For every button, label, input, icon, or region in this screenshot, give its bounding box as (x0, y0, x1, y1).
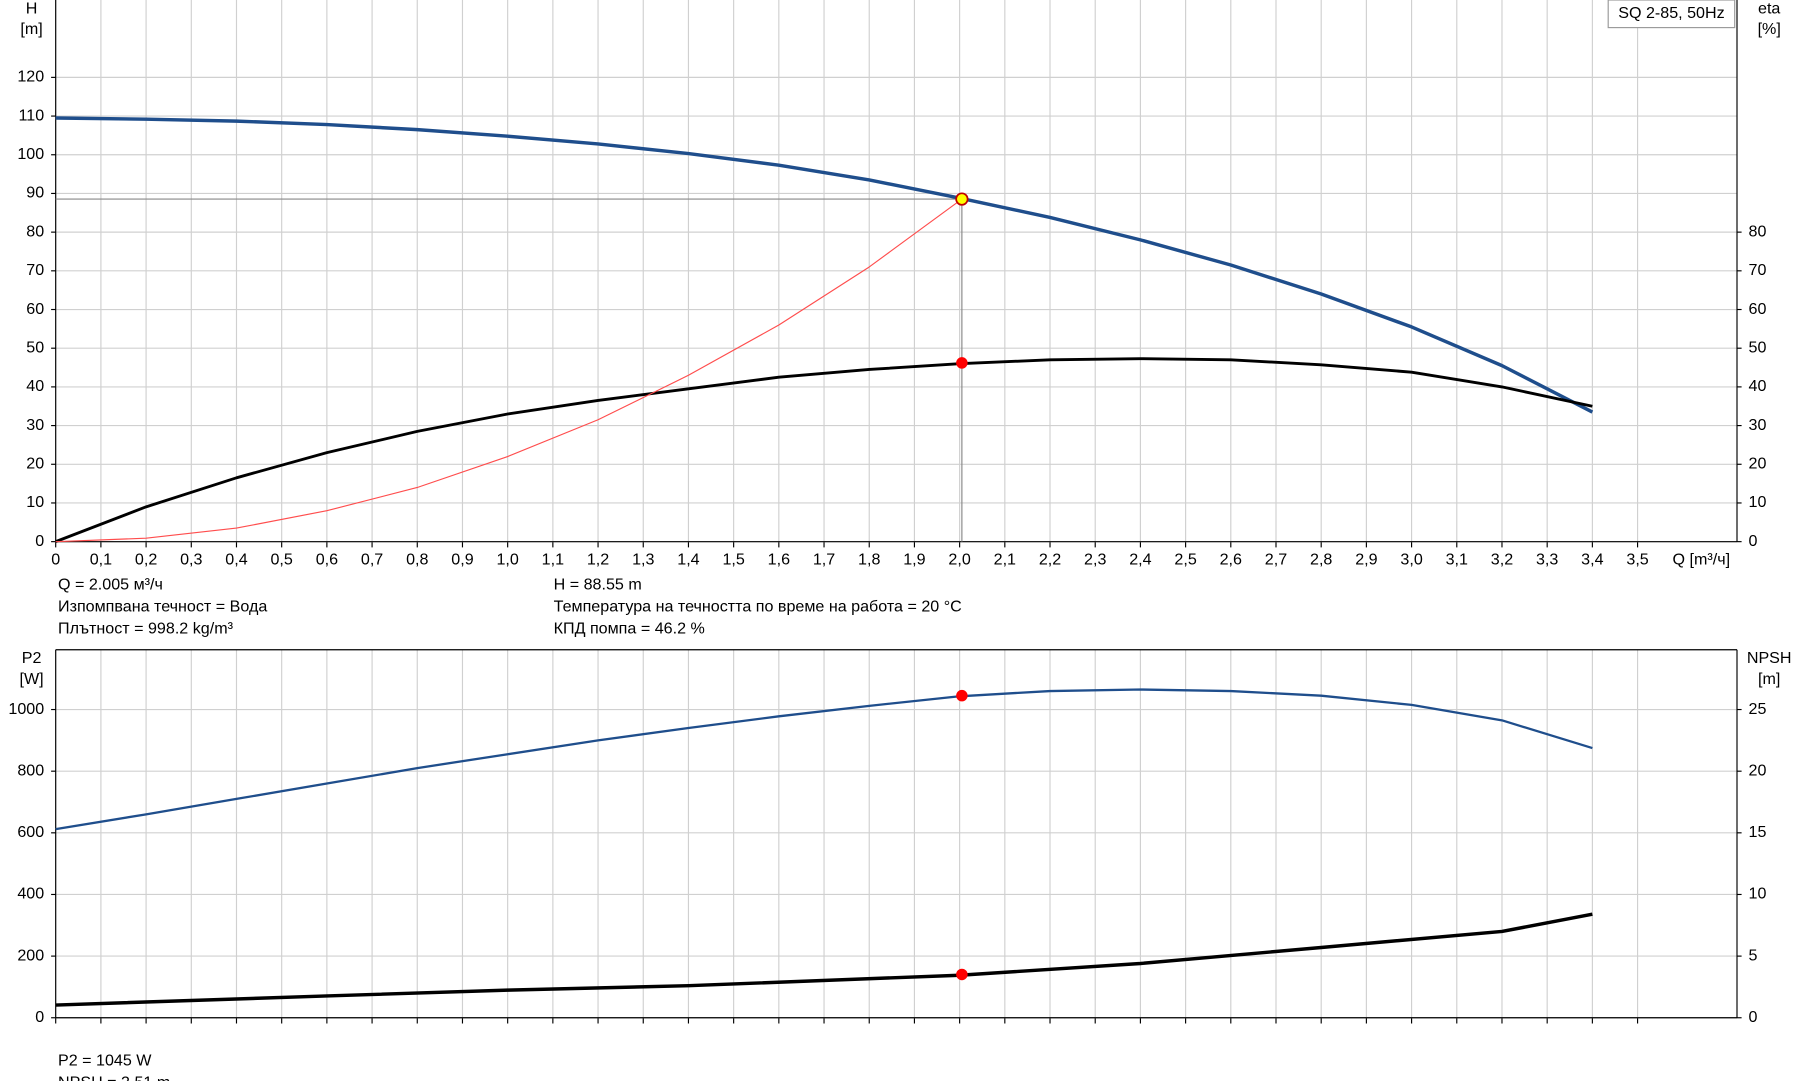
x-tick-label: 1,4 (677, 550, 699, 568)
x-tick-label: 1,9 (903, 550, 925, 568)
operating-point (955, 192, 969, 206)
x-tick-label: 1,6 (768, 550, 790, 568)
x-tick-label: 2,0 (948, 550, 970, 568)
x-tick-label: 0,6 (316, 550, 338, 568)
y-tick-label: 10 (26, 493, 44, 511)
y2-tick-label: 25 (1749, 700, 1767, 718)
y-tick-label: 110 (19, 106, 45, 124)
y2-tick-label: 30 (1749, 416, 1767, 434)
operating-point (956, 357, 968, 369)
y-tick-label: 90 (26, 184, 44, 202)
note: Плътност = 998.2 kg/m³ (58, 619, 234, 637)
x-tick-label: 2,2 (1039, 550, 1061, 568)
y-tick-label: 0 (35, 1008, 44, 1026)
x-tick-label: 3,1 (1446, 550, 1468, 568)
note: P2 = 1045 W (58, 1052, 152, 1070)
y2-tick-label: 70 (1749, 261, 1767, 279)
x-tick-label: 0,3 (180, 550, 202, 568)
y2-axis-label: NPSH (1747, 649, 1792, 667)
y2-tick-label: 20 (1749, 761, 1767, 779)
x-tick-label: 2,9 (1355, 550, 1377, 568)
y-tick-label: 20 (26, 455, 44, 473)
y-tick-label: 400 (17, 885, 44, 903)
x-tick-label: 3,4 (1581, 550, 1603, 568)
y2-tick-label: 5 (1749, 946, 1758, 964)
x-tick-label: 1,2 (587, 550, 609, 568)
note: NPSH = 3.51 m (58, 1074, 170, 1081)
note: Температура на течността по време на раб… (554, 597, 963, 615)
x-tick-label: 1,8 (858, 550, 880, 568)
x-tick-label: 1,0 (496, 550, 518, 568)
y2-tick-label: 60 (1749, 300, 1767, 318)
x-tick-label: 0,2 (135, 550, 157, 568)
y-tick-label: 70 (26, 261, 44, 279)
series-line (55, 357, 1593, 543)
series-line (55, 198, 963, 543)
y-tick-label: 100 (17, 145, 44, 163)
y2-tick-label: 0 (1749, 1008, 1758, 1026)
x-tick-label: 1,3 (632, 550, 654, 568)
y2-tick-label: 50 (1749, 338, 1767, 356)
note: Изпомпвана течност = Вода (58, 597, 267, 615)
x-tick-label: 0,1 (90, 550, 112, 568)
y-tick-label: 200 (17, 946, 44, 964)
x-tick-label: 2,7 (1265, 550, 1287, 568)
note: H = 88.55 m (554, 576, 642, 594)
y-axis-label: P2 (22, 649, 42, 667)
note: Q = 2.005 м³/ч (58, 576, 163, 594)
x-tick-label: 2,8 (1310, 550, 1332, 568)
series-line (55, 116, 1594, 414)
series-line (55, 688, 1593, 831)
y2-tick-label: 80 (1749, 222, 1767, 240)
x-tick-label: 0,4 (225, 550, 247, 568)
y2-tick-label: 20 (1749, 455, 1767, 473)
x-tick-label: 3,5 (1626, 550, 1648, 568)
x-tick-label: 1,7 (813, 550, 835, 568)
y2-axis-label: eta (1758, 0, 1780, 17)
y-tick-label: 30 (26, 416, 44, 434)
x-tick-label: 1,5 (722, 550, 744, 568)
y2-tick-label: 0 (1749, 532, 1758, 550)
y-tick-label: 40 (26, 377, 44, 395)
operating-point (956, 689, 968, 702)
x-tick-label: 0,8 (406, 550, 428, 568)
y-tick-label: 600 (17, 823, 44, 841)
x-tick-label: 3,3 (1536, 550, 1558, 568)
y-tick-label: 50 (26, 338, 44, 356)
y-axis-label: H (26, 0, 38, 17)
y-tick-label: 120 (17, 68, 44, 86)
x-tick-label: 0,5 (270, 550, 292, 568)
x-tick-label: 2,5 (1174, 550, 1196, 568)
y2-axis-label: [%] (1758, 20, 1781, 38)
x-tick-label: 2,3 (1084, 550, 1106, 568)
y2-tick-label: 15 (1749, 823, 1767, 841)
note: КПД помпа = 46.2 % (554, 619, 705, 637)
x-tick-label: 1,1 (542, 550, 564, 568)
x-tick-label: 0,7 (361, 550, 383, 568)
y-tick-label: 0 (35, 532, 44, 550)
x-axis-label: Q [m³/ч] (1673, 550, 1731, 568)
legend-text: SQ 2-85, 50Hz (1618, 4, 1724, 22)
x-tick-label: 3,2 (1491, 550, 1513, 568)
x-tick-label: 2,4 (1129, 550, 1151, 568)
x-tick-label: 3,0 (1400, 550, 1422, 568)
y2-axis-label: [m] (1758, 670, 1780, 688)
y-axis-label: [m] (20, 20, 42, 38)
x-tick-label: 2,6 (1220, 550, 1242, 568)
y-tick-label: 800 (17, 761, 44, 779)
operating-point (956, 968, 968, 981)
legend-box (1607, 0, 1736, 29)
x-tick-label: 0 (51, 550, 60, 568)
y-tick-label: 80 (26, 222, 44, 240)
y-tick-label: 60 (26, 300, 44, 318)
y2-tick-label: 10 (1749, 885, 1767, 903)
y-tick-label: 1000 (8, 700, 44, 718)
x-tick-label: 0,9 (451, 550, 473, 568)
y-axis-label: [W] (19, 670, 43, 688)
x-tick-label: 2,1 (994, 550, 1016, 568)
y2-tick-label: 40 (1749, 377, 1767, 395)
y2-tick-label: 10 (1749, 493, 1767, 511)
